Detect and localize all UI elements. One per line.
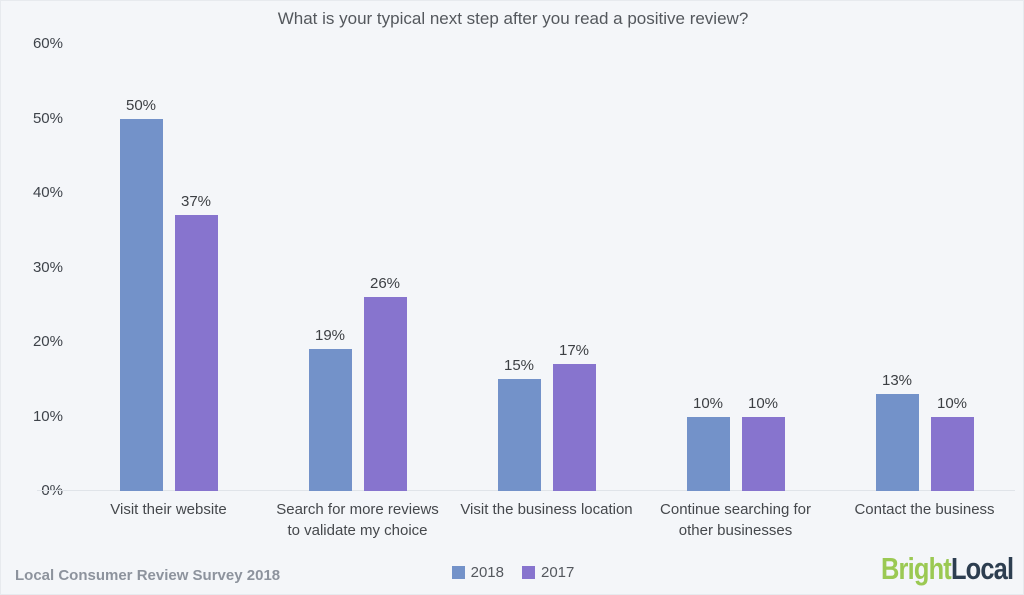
plot-area: 50% 37% 19% 26% 15% 17% 10% 10% 13% 10%	[74, 44, 1019, 491]
bar-value-label: 10%	[936, 394, 968, 412]
legend-swatch-icon	[522, 566, 535, 579]
bar-value-label: 13%	[881, 372, 913, 390]
bar-2018: 50%	[119, 97, 163, 491]
bar-group: 19% 26%	[263, 44, 452, 491]
bar-2017: 37%	[174, 193, 218, 491]
bar-value-label: 10%	[747, 394, 779, 412]
bar-2017: 26%	[363, 275, 407, 491]
bar-2017: 10%	[930, 395, 974, 491]
bar-value-label: 50%	[125, 96, 157, 114]
bar-2018: 15%	[497, 357, 541, 491]
logo-local: Local	[950, 551, 1014, 586]
y-tick-label: 40%	[32, 184, 63, 201]
legend-item-2017: 2017	[522, 564, 574, 581]
y-tick-label: 10%	[32, 407, 63, 425]
bar-value-label: 26%	[369, 275, 401, 293]
bar-value-label: 10%	[692, 394, 724, 412]
legend-label: 2018	[470, 564, 504, 581]
x-axis-labels: Visit their website Search for more revie…	[74, 499, 1019, 541]
bar-group: 15% 17%	[452, 44, 641, 491]
bar-value-label: 15%	[503, 357, 535, 375]
bar-value-label: 37%	[180, 193, 212, 211]
x-axis-category-label: Visit their website	[110, 501, 227, 518]
x-axis-category-label: Visit the business location	[460, 501, 633, 518]
bar-2017: 10%	[741, 395, 785, 491]
x-axis-category-label: Search for more reviews to validate my c…	[276, 501, 439, 539]
y-tick-label: 20%	[32, 333, 63, 350]
y-tick-label: 30%	[32, 258, 63, 276]
bar-2018: 10%	[686, 395, 730, 491]
x-axis-category-label: Contact the business	[854, 501, 995, 518]
legend: 2018 2017	[1, 564, 1023, 581]
y-tick-label: 50%	[32, 109, 63, 127]
legend-item-2018: 2018	[451, 564, 504, 581]
brightlocal-logo: BrightLocal	[880, 551, 1014, 587]
y-axis: 60% 50% 40% 30% 20% 10% 0%	[1, 1, 63, 594]
source-note: Local Consumer Review Survey 2018	[15, 567, 281, 584]
bar-2017: 17%	[552, 342, 596, 491]
bar-group: 50% 37%	[74, 44, 263, 491]
bar-group: 13% 10%	[830, 44, 1019, 491]
y-tick-label: 60%	[32, 35, 63, 52]
chart-title: What is your typical next step after you…	[277, 9, 749, 28]
bar-value-label: 19%	[314, 327, 346, 345]
bar-group: 10% 10%	[641, 44, 830, 491]
logo-bright: Bright	[880, 551, 952, 586]
bar-value-label: 17%	[558, 342, 590, 360]
bar-2018: 19%	[308, 327, 352, 491]
legend-label: 2017	[541, 564, 575, 581]
x-axis-category-label: Continue searching for other businesses	[660, 501, 811, 539]
legend-swatch-icon	[451, 566, 465, 579]
bar-2018: 13%	[875, 372, 919, 491]
y-tick-label: 0%	[41, 482, 63, 499]
